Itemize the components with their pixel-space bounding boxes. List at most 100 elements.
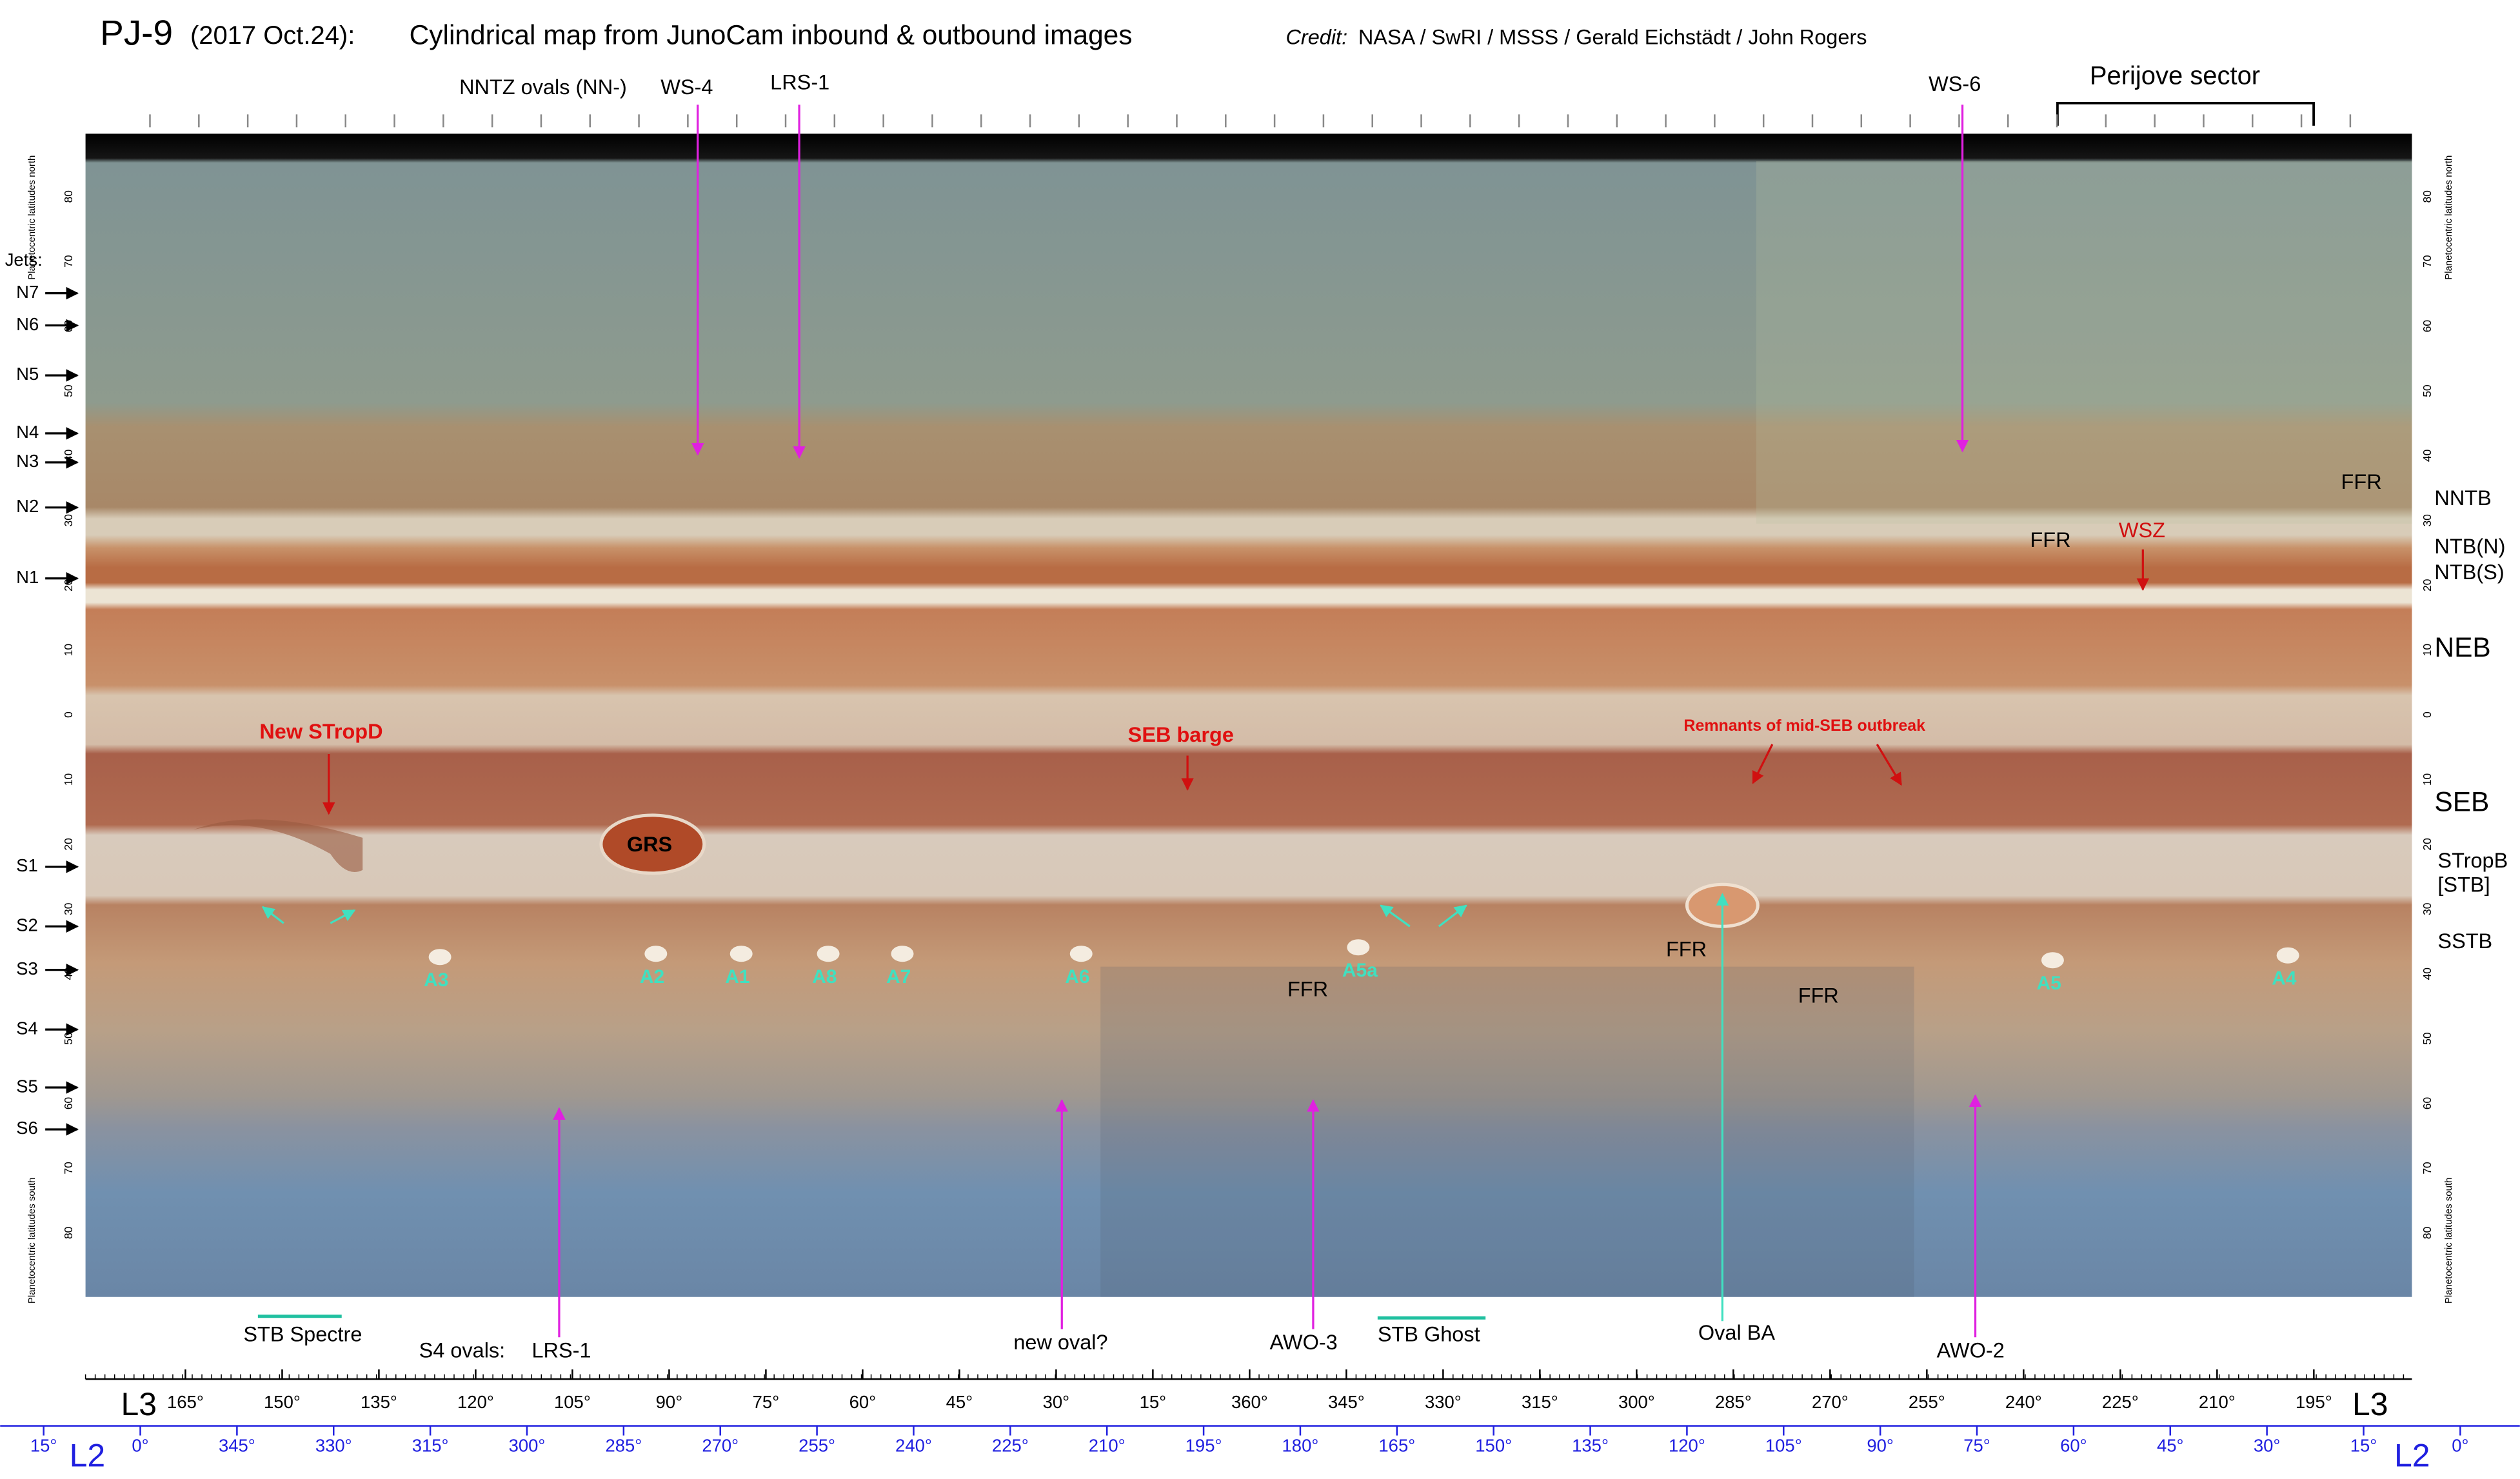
- latitude-tick-label: 40: [62, 968, 75, 980]
- latitude-tick-label: 20: [62, 838, 75, 851]
- red-arrow: [1752, 744, 1774, 784]
- l3-tick-label: 210°: [2199, 1392, 2236, 1412]
- l3-tick-label: 255°: [1909, 1392, 1945, 1412]
- perijove-bracket: [2056, 101, 2315, 126]
- l3-tick-label: 285°: [1715, 1392, 1752, 1412]
- jet-label: N2: [16, 496, 39, 516]
- l2-tick-label: 330°: [315, 1435, 352, 1455]
- latitude-tick-label: 80: [62, 1226, 75, 1239]
- cyan-arrow: [1380, 904, 1411, 928]
- latitude-tick-label: 10: [62, 773, 75, 786]
- l3-tick-label: 240°: [2005, 1392, 2042, 1412]
- white-oval: [817, 946, 840, 962]
- latitude-tick-label: 10: [2421, 773, 2434, 786]
- l2-label: L2: [70, 1438, 106, 1474]
- l3-tick-label: 360°: [1231, 1392, 1268, 1412]
- l3-tick-label: 120°: [457, 1392, 494, 1412]
- cyan-arrow: [330, 909, 356, 924]
- white-oval: [428, 949, 451, 966]
- l2-label: L2: [2394, 1438, 2430, 1474]
- belt-label: SSTB: [2437, 929, 2492, 953]
- l2-tick-label: 0°: [132, 1435, 148, 1455]
- top-label: NNTZ ovals (NN-): [459, 75, 627, 99]
- l2-tick-label: 15°: [2350, 1435, 2377, 1455]
- stropd-feature: [193, 819, 363, 872]
- jet-label: N7: [16, 282, 39, 302]
- bottom-label: AWO-2: [1937, 1338, 2005, 1362]
- l2-tick-label: 30°: [2254, 1435, 2281, 1455]
- red-annotation: New STropD: [259, 720, 382, 743]
- latitude-tick-label: 0: [2421, 711, 2434, 718]
- l3-tick-label: 105°: [554, 1392, 591, 1412]
- l2-tick-label: 150°: [1475, 1435, 1512, 1455]
- l3-label: L3: [2352, 1386, 2388, 1422]
- jet-label: N1: [16, 567, 39, 587]
- credit-label: Credit:: [1285, 26, 1347, 49]
- l2-tick-label: 135°: [1572, 1435, 1609, 1455]
- latitude-tick-label: 80: [2421, 190, 2434, 203]
- bottom-label: STB Spectre: [243, 1322, 362, 1345]
- oval-label: A1: [725, 966, 749, 988]
- white-oval: [729, 946, 753, 962]
- l2-tick-label: 60°: [2060, 1435, 2087, 1455]
- white-oval: [2041, 952, 2064, 969]
- jet-label: N5: [16, 364, 39, 384]
- oval-label: A5a: [1342, 960, 1378, 981]
- latitude-tick-label: 70: [62, 1162, 75, 1175]
- bottom-label: STB Ghost: [1378, 1322, 1480, 1345]
- l2-tick-label: 120°: [1669, 1435, 1705, 1455]
- l3-tick-label: 315°: [1522, 1392, 1558, 1412]
- l3-tick-label: 60°: [849, 1392, 877, 1412]
- latitude-tick-label: 40: [62, 449, 75, 462]
- latitude-tick-label: 0: [62, 711, 75, 718]
- l3-tick-label: 15°: [1140, 1392, 1167, 1412]
- latitude-tick-label: 70: [62, 255, 75, 268]
- latitude-tick-label: 80: [62, 190, 75, 203]
- jet-label: S1: [16, 855, 38, 875]
- latitude-tick-label: 50: [62, 1032, 75, 1045]
- top-label: WS-4: [660, 75, 713, 99]
- latitude-tick-label: 80: [2421, 1226, 2434, 1239]
- latitude-tick-label: 70: [2421, 255, 2434, 268]
- latitude-tick-label: 50: [62, 384, 75, 397]
- l3-tick-label: 150°: [264, 1392, 301, 1412]
- cyan-arrow: [1438, 904, 1467, 928]
- l3-tick-label: 135°: [361, 1392, 397, 1412]
- white-oval: [891, 946, 914, 962]
- map-mosaic-patch: [1100, 966, 1914, 1297]
- l2-tick-label: 345°: [219, 1435, 255, 1455]
- bottom-label: Oval BA: [1698, 1321, 1775, 1344]
- top-label: WS-6: [1929, 72, 1981, 95]
- oval-label: A8: [812, 966, 837, 988]
- map-mosaic-patch: [1756, 161, 2412, 524]
- latitude-tick-label: 60: [62, 1097, 75, 1110]
- red-annotation: Remnants of mid-SEB outbreak: [1683, 717, 1925, 735]
- l2-tick-label: 90°: [1867, 1435, 1894, 1455]
- white-oval: [1347, 939, 1370, 956]
- ffr-label: FFR: [2030, 528, 2070, 551]
- latitude-tick-label: 20: [2421, 838, 2434, 851]
- belt-label: NEB: [2434, 632, 2490, 662]
- jet-label: S2: [16, 915, 38, 935]
- white-oval: [2276, 947, 2299, 964]
- jet-label: N3: [16, 451, 39, 471]
- l3-tick-label: 45°: [946, 1392, 973, 1412]
- l3-tick-label: 90°: [656, 1392, 683, 1412]
- latitude-tick-label: 60: [2421, 320, 2434, 333]
- latitude-caption: Planetocentric latitudes south: [2443, 1178, 2454, 1304]
- l2-tick-label: 210°: [1089, 1435, 1126, 1455]
- oval-label: A2: [640, 966, 664, 988]
- jet-label: N6: [16, 314, 39, 334]
- jets-title: Jets:: [5, 250, 43, 270]
- subtitle: Cylindrical map from JunoCam inbound & o…: [410, 20, 1133, 50]
- belt-label: NNTB: [2434, 486, 2491, 510]
- belt-label: NTB(N): [2434, 535, 2505, 558]
- oval-label: A5: [2036, 973, 2061, 994]
- latitude-tick-label: 50: [2421, 1032, 2434, 1045]
- l3-tick-label: 300°: [1618, 1392, 1655, 1412]
- l2-tick-label: 165°: [1378, 1435, 1415, 1455]
- l2-tick-label: 15°: [30, 1435, 57, 1455]
- latitude-tick-label: 70: [2421, 1162, 2434, 1175]
